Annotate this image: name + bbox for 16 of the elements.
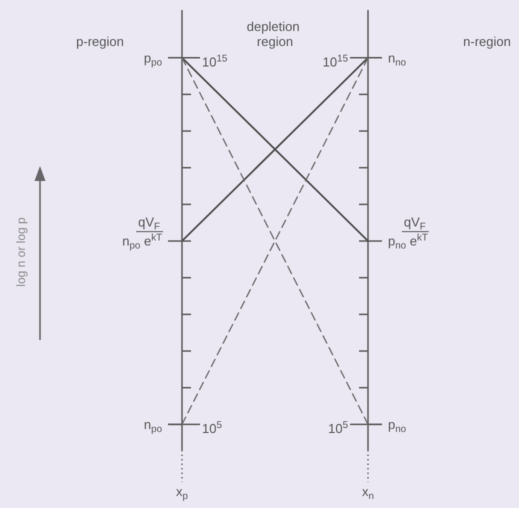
annotation: 10$^{5}$ — [328, 419, 349, 436]
x-tick-label: x$_{p}$ — [176, 484, 189, 502]
annotation: n$_{po}$ e$^{kT}$ — [122, 232, 162, 252]
annotation: n$_{po}$ — [144, 416, 163, 436]
annotation: 10$^{15}$ — [322, 52, 349, 70]
annotation: qV$_{F}$ — [404, 214, 426, 233]
text: n-region — [463, 34, 511, 49]
annotation: p$_{no}$ e$^{kT}$ — [388, 232, 428, 252]
annotation: p$_{no}$ — [388, 416, 407, 436]
x-tick-label: x$_{n}$ — [362, 484, 374, 502]
annotation: p$_{po}$ — [144, 50, 163, 69]
annotation: depletion region — [246, 19, 300, 49]
annotation: n$_{no}$ — [388, 50, 407, 69]
text: log n or log p — [14, 216, 28, 287]
annotation: p-region — [76, 34, 124, 49]
annotation: qV$_{F}$ — [138, 214, 160, 233]
